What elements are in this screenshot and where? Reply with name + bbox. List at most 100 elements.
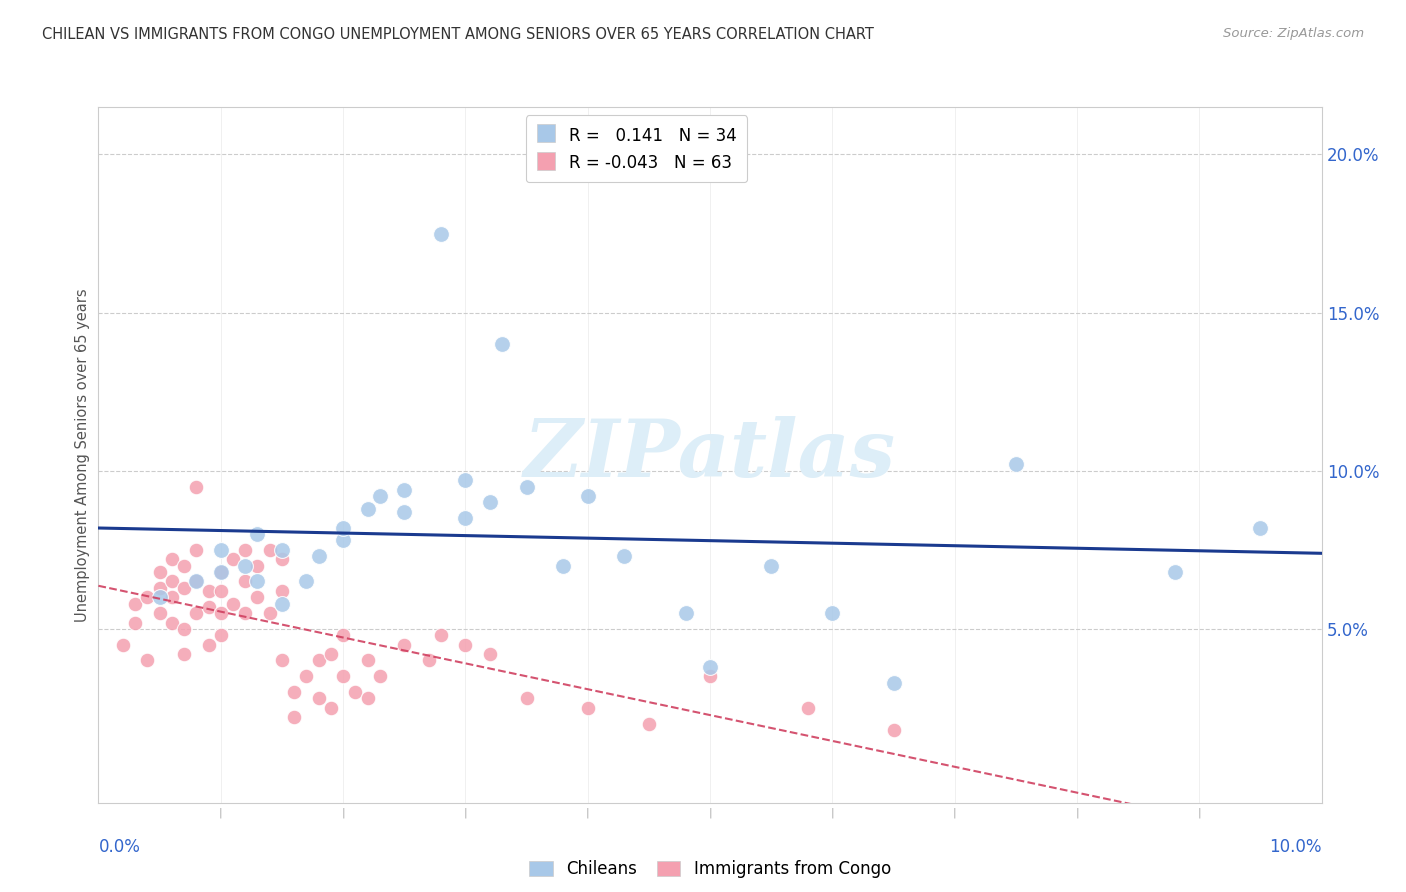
Point: [430, 227, 453, 241]
Text: |: |: [464, 807, 467, 818]
Point: [478, 647, 501, 661]
Point: [233, 606, 256, 620]
Point: [186, 574, 208, 589]
Point: [209, 542, 232, 557]
Point: [418, 653, 440, 667]
Point: [883, 675, 905, 690]
Point: [259, 542, 281, 557]
Text: |: |: [1076, 807, 1078, 818]
Point: [675, 606, 697, 620]
Point: [283, 685, 305, 699]
Point: [173, 647, 195, 661]
Point: [699, 669, 721, 683]
Point: [124, 615, 146, 630]
Point: [233, 542, 256, 557]
Text: 10.0%: 10.0%: [1270, 838, 1322, 856]
Point: [186, 542, 208, 557]
Point: [295, 669, 318, 683]
Point: [149, 591, 172, 605]
Point: [160, 591, 183, 605]
Point: [821, 606, 844, 620]
Point: [209, 628, 232, 642]
Point: [576, 701, 599, 715]
Point: [368, 669, 391, 683]
Point: [553, 558, 575, 573]
Point: [392, 505, 416, 519]
Point: [270, 653, 292, 667]
Point: [1004, 458, 1026, 472]
Point: [454, 638, 477, 652]
Point: [197, 599, 219, 614]
Point: [295, 574, 318, 589]
Point: [613, 549, 636, 563]
Point: [478, 495, 501, 509]
Point: [356, 501, 378, 516]
Point: [883, 723, 905, 737]
Text: 0.0%: 0.0%: [98, 838, 141, 856]
Point: [308, 691, 330, 706]
Text: |: |: [342, 807, 344, 818]
Point: [222, 597, 245, 611]
Point: [222, 552, 245, 566]
Point: [246, 591, 269, 605]
Point: [160, 552, 183, 566]
Point: [111, 638, 134, 652]
Text: Source: ZipAtlas.com: Source: ZipAtlas.com: [1223, 27, 1364, 40]
Point: [368, 489, 391, 503]
Point: [186, 479, 208, 493]
Point: [319, 701, 342, 715]
Text: |: |: [1198, 807, 1201, 818]
Point: [209, 565, 232, 579]
Point: [332, 628, 354, 642]
Point: [759, 558, 782, 573]
Point: [197, 583, 219, 598]
Y-axis label: Unemployment Among Seniors over 65 years: Unemployment Among Seniors over 65 years: [75, 288, 90, 622]
Text: CHILEAN VS IMMIGRANTS FROM CONGO UNEMPLOYMENT AMONG SENIORS OVER 65 YEARS CORREL: CHILEAN VS IMMIGRANTS FROM CONGO UNEMPLO…: [42, 27, 875, 42]
Point: [576, 489, 599, 503]
Point: [332, 533, 354, 548]
Text: |: |: [709, 807, 711, 818]
Point: [392, 638, 416, 652]
Point: [332, 521, 354, 535]
Point: [209, 583, 232, 598]
Point: [186, 574, 208, 589]
Point: [160, 574, 183, 589]
Text: |: |: [953, 807, 956, 818]
Point: [173, 558, 195, 573]
Point: [173, 622, 195, 636]
Legend: Chileans, Immigrants from Congo: Chileans, Immigrants from Congo: [523, 854, 897, 885]
Text: ZIPatlas: ZIPatlas: [524, 417, 896, 493]
Point: [344, 685, 367, 699]
Point: [246, 527, 269, 541]
Point: [308, 653, 330, 667]
Point: [1249, 521, 1271, 535]
Point: [270, 583, 292, 598]
Point: [516, 479, 538, 493]
Point: [246, 558, 269, 573]
Point: [430, 628, 453, 642]
Point: [149, 581, 172, 595]
Point: [319, 647, 342, 661]
Point: [259, 606, 281, 620]
Point: [136, 591, 159, 605]
Point: [124, 597, 146, 611]
Point: [356, 653, 378, 667]
Point: [308, 549, 330, 563]
Point: [233, 574, 256, 589]
Point: [797, 701, 820, 715]
Point: [332, 669, 354, 683]
Point: [149, 565, 172, 579]
Point: [516, 691, 538, 706]
Point: [186, 606, 208, 620]
Text: |: |: [831, 807, 834, 818]
Point: [392, 483, 416, 497]
Point: [454, 473, 477, 487]
Text: |: |: [219, 807, 222, 818]
Point: [283, 710, 305, 724]
Point: [1164, 565, 1187, 579]
Point: [209, 606, 232, 620]
Point: [233, 558, 256, 573]
Point: [270, 597, 292, 611]
Point: [637, 716, 661, 731]
Text: |: |: [586, 807, 589, 818]
